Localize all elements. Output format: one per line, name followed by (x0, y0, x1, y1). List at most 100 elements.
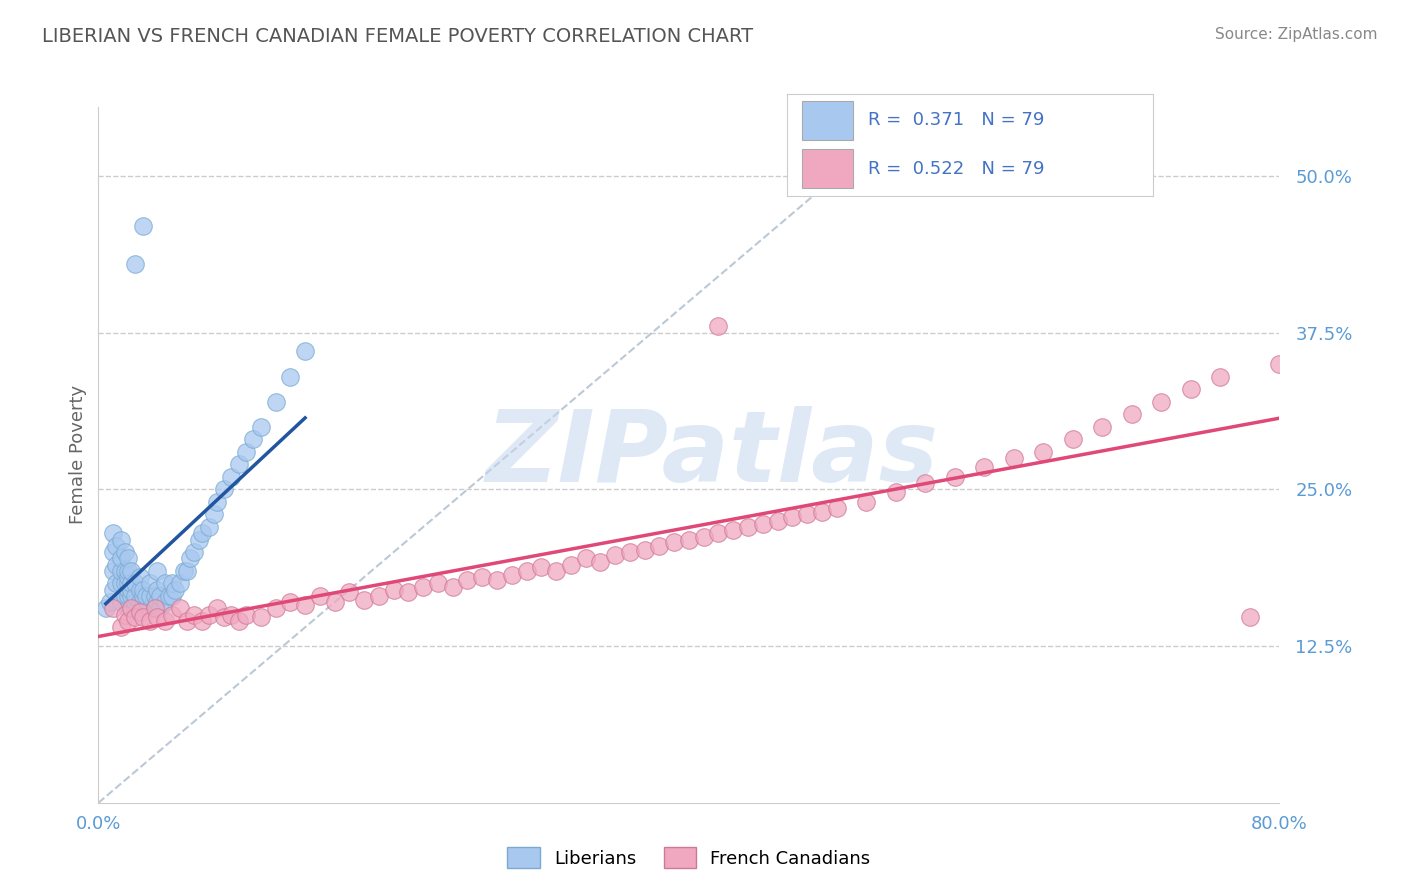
Point (128, 605, 150, 619)
Point (574, 551, 596, 566)
Point (205, 601, 228, 615)
Point (103, 601, 125, 615)
Point (412, 580, 434, 594)
Point (128, 570, 150, 584)
Point (187, 533, 209, 547)
Point (219, 607, 242, 622)
Legend: Liberians, French Canadians: Liberians, French Canadians (498, 838, 880, 877)
Point (198, 520, 221, 534)
Point (855, 495, 877, 509)
Point (173, 564, 195, 578)
Point (323, 595, 346, 609)
Point (114, 564, 136, 578)
Point (235, 607, 257, 622)
Point (114, 607, 136, 622)
Point (120, 582, 142, 597)
Point (441, 580, 464, 594)
Point (124, 589, 146, 603)
Point (294, 598, 316, 612)
Point (678, 533, 700, 547)
Point (825, 501, 848, 516)
Point (212, 483, 235, 497)
Point (110, 576, 132, 591)
Point (353, 592, 375, 607)
Point (98, 595, 121, 609)
Text: R =  0.371   N = 79: R = 0.371 N = 79 (868, 112, 1045, 129)
Point (183, 545, 205, 559)
Point (117, 570, 139, 584)
Point (560, 558, 582, 572)
Point (117, 551, 139, 566)
Point (264, 601, 287, 615)
Text: LIBERIAN VS FRENCH CANADIAN FEMALE POVERTY CORRELATION CHART: LIBERIAN VS FRENCH CANADIAN FEMALE POVER… (42, 27, 754, 45)
Point (153, 595, 176, 609)
Point (176, 564, 198, 578)
Point (146, 610, 169, 624)
Point (120, 601, 142, 615)
Point (382, 582, 405, 597)
Point (117, 589, 139, 603)
Point (183, 607, 205, 622)
Point (544, 564, 567, 578)
Point (250, 610, 273, 624)
Bar (801, 149, 853, 188)
Point (139, 589, 162, 603)
Point (169, 576, 191, 591)
Text: Source: ZipAtlas.com: Source: ZipAtlas.com (1215, 27, 1378, 42)
Point (94, 601, 117, 615)
Point (693, 530, 716, 544)
Point (721, 523, 744, 537)
Point (605, 548, 627, 562)
Point (176, 614, 198, 628)
Point (501, 567, 523, 582)
Point (139, 576, 162, 591)
Point (228, 458, 250, 472)
Point (1239, 610, 1261, 624)
Point (191, 614, 214, 628)
Point (143, 589, 166, 603)
Point (143, 601, 166, 615)
Point (707, 526, 730, 541)
Point (162, 607, 183, 622)
Point (114, 545, 136, 559)
Point (198, 607, 221, 622)
Point (149, 601, 172, 615)
Point (132, 219, 155, 234)
Point (117, 601, 139, 615)
Point (143, 601, 166, 615)
Point (191, 526, 214, 541)
Point (114, 589, 136, 603)
Point (427, 576, 450, 591)
Point (1032, 444, 1054, 458)
Point (114, 576, 136, 591)
Point (202, 508, 225, 522)
Point (110, 564, 132, 578)
Point (294, 344, 316, 359)
Point (153, 576, 176, 591)
Point (135, 589, 157, 603)
Point (515, 564, 537, 578)
Point (162, 589, 183, 603)
Point (796, 508, 818, 522)
Point (1180, 382, 1202, 396)
Point (117, 614, 139, 628)
Bar (801, 101, 853, 140)
Point (664, 535, 686, 549)
Point (1121, 407, 1143, 421)
Point (530, 560, 553, 574)
Point (633, 542, 655, 557)
Point (153, 614, 176, 628)
Point (751, 517, 773, 532)
Point (973, 459, 995, 474)
Point (396, 585, 419, 599)
Point (212, 610, 235, 624)
Point (205, 495, 228, 509)
Point (146, 564, 169, 578)
Point (157, 589, 180, 603)
Point (884, 484, 907, 499)
Point (146, 595, 169, 609)
Point (766, 514, 789, 528)
Point (103, 582, 125, 597)
Point (278, 369, 302, 384)
Text: ZIPatlas: ZIPatlas (486, 407, 939, 503)
